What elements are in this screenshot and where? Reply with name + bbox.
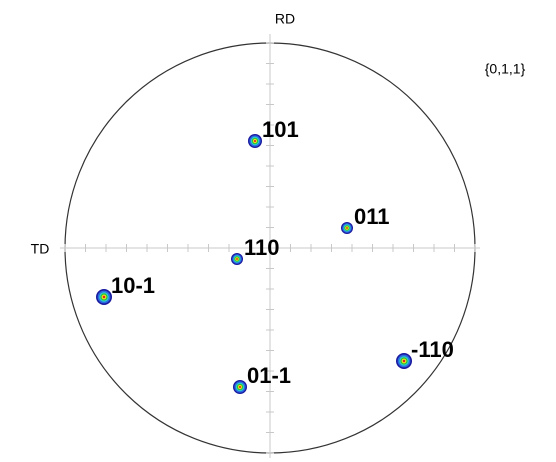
pole-spot [238, 385, 242, 389]
pole-label: 10-1 [111, 273, 155, 298]
pole-spot [253, 139, 257, 143]
pole-label: 01-1 [247, 363, 291, 388]
pole-label: 101 [262, 117, 299, 142]
pole-spot [102, 295, 106, 299]
rd-label: RD [275, 11, 295, 27]
family-label: {0,1,1} [485, 61, 526, 77]
pole-label: 110 [244, 235, 280, 260]
pole-spot [402, 359, 406, 363]
pole-spot [346, 227, 348, 229]
pole-label: 011 [354, 204, 390, 229]
pole-label: -110 [411, 337, 454, 362]
td-label: TD [31, 241, 50, 257]
pole-spot [236, 258, 238, 260]
poles: 101 011 110 10-1 01-1 -110 [96, 117, 454, 394]
axis-ticks [64, 42, 476, 454]
